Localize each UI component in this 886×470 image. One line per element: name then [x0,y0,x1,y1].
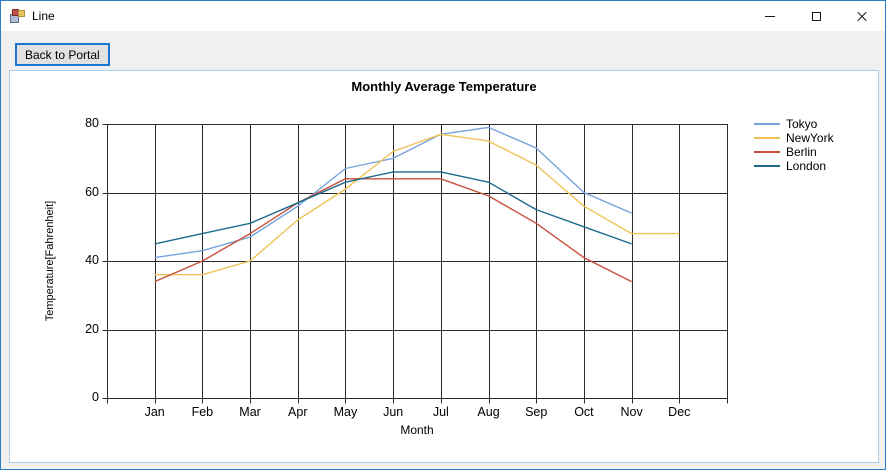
y-tick-label: 0 [92,390,99,404]
app-icon-yellow-square [18,10,25,17]
x-tick-label: Dec [668,405,691,419]
maximize-icon [811,11,821,21]
close-button[interactable] [839,1,885,31]
window-title: Line [32,9,55,23]
legend-label: Tokyo [786,117,818,131]
x-axis-title: Month [400,423,434,437]
y-tick-label: 80 [85,116,99,130]
y-tick-label: 60 [85,184,99,199]
x-tick-label: Feb [191,405,214,419]
legend-item-tokyo: Tokyo [754,117,834,131]
y-tick-label: 20 [85,321,99,336]
x-tick-label: Apr [288,405,308,419]
x-tick-label: Aug [477,405,500,419]
y-tick-label: 40 [85,253,99,267]
x-tick-label: Nov [620,405,643,419]
x-tick-label: Oct [574,405,594,419]
x-tick-label: Sep [525,405,548,419]
x-tick-label: Jan [144,405,165,419]
legend-label: Berlin [786,145,817,159]
titlebar[interactable]: Line [1,1,885,31]
chart-panel: Monthly Average Temperature 0 20 40 60 80 Ja… [9,70,879,463]
line-plot [102,124,728,404]
window-content: Back to Portal Monthly Average Temperatu… [1,31,885,469]
x-tick-label: May [333,405,358,419]
legend-swatch [754,123,780,125]
legend-swatch [754,151,780,153]
legend-label: London [786,159,827,173]
window-controls [747,1,885,31]
chart-title: Monthly Average Temperature [351,79,537,94]
legend-item-london: London [754,159,834,173]
minimize-icon [765,15,775,17]
series-line-london [154,171,632,245]
back-to-portal-button[interactable]: Back to Portal [15,43,110,66]
app-icon [10,8,26,24]
x-tick-label: Jun [383,405,404,419]
legend-item-newyork: NewYork [754,131,834,145]
series-line-berlin [154,178,632,283]
minimize-button[interactable] [747,1,793,31]
close-icon [856,10,868,22]
legend-swatch [754,137,780,139]
y-axis-title: Temperature[Fahrenheit] [44,200,56,322]
legend-item-berlin: Berlin [754,145,834,159]
legend-label: NewYork [786,131,834,145]
series-line-newyork [154,133,680,276]
x-tick-label: Jul [432,405,449,419]
x-tick-label: Mar [239,405,261,419]
legend: Tokyo NewYork Berlin London [754,117,834,173]
series-line-tokyo [154,126,632,259]
legend-swatch [754,165,780,167]
maximize-button[interactable] [793,1,839,31]
